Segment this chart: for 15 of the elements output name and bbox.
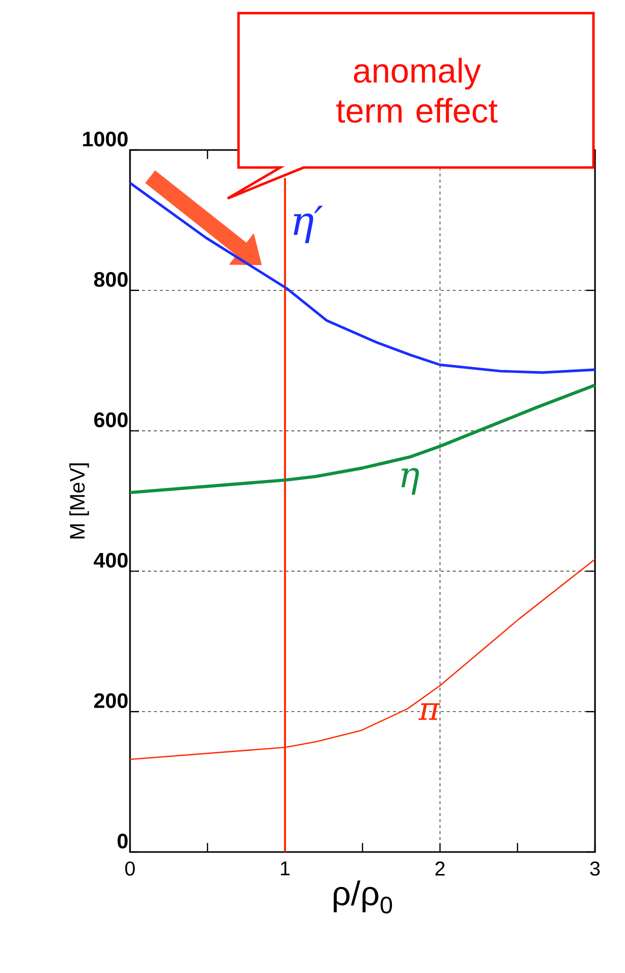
x-tick-label: 1: [280, 862, 290, 876]
y-tick-label: 0: [118, 834, 128, 848]
y-axis-title: M [MeV]: [69, 463, 89, 538]
series-label: π: [418, 703, 440, 720]
series-label: η: [401, 468, 419, 495]
y-tick-label: 1000: [83, 132, 128, 146]
text: anomaly term effect: [336, 58, 498, 123]
y-tick-label: 200: [94, 693, 128, 708]
x-axis-title: ρ/ρ$_{0}$: [334, 880, 392, 914]
x-tick-label: 2: [435, 862, 445, 876]
series-label: η′: [294, 206, 323, 244]
y-tick-label: 600: [94, 412, 128, 428]
x-tick-label: 3: [590, 862, 600, 876]
y-tick-label: 400: [94, 552, 128, 568]
y-tick-label: 800: [94, 272, 128, 287]
